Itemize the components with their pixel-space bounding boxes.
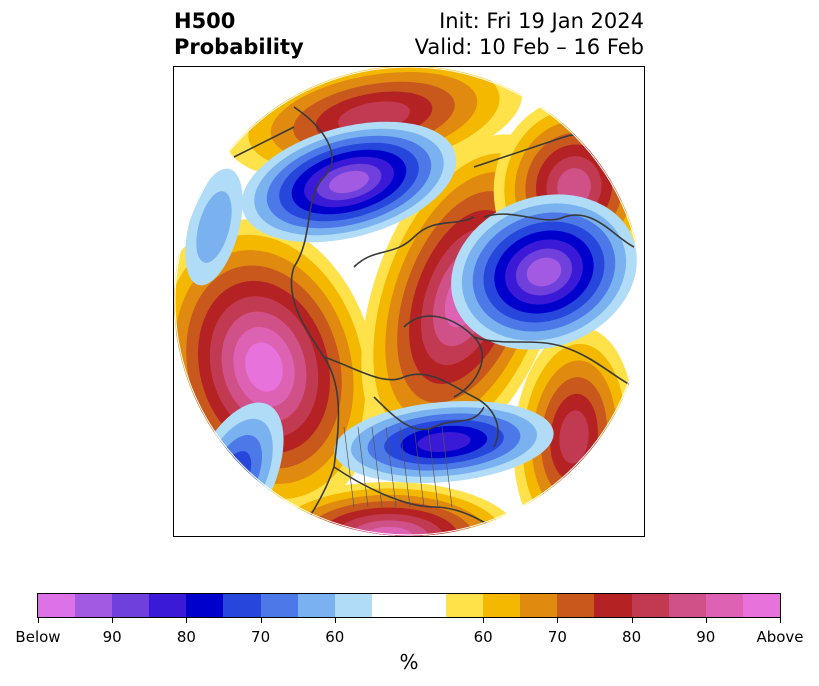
init-date: Init: Fri 19 Jan 2024 [439, 9, 644, 33]
title-product: Probability [174, 35, 304, 59]
colorbar-tick-mark [705, 618, 707, 623]
colorbar-tick-label: 90 [696, 628, 716, 646]
colorbar-tick-label: 70 [547, 628, 567, 646]
colorbar-tick-mark [557, 618, 559, 623]
colorbar-segment [631, 594, 669, 617]
coastline [373, 396, 485, 431]
map-canvas [174, 67, 644, 536]
colorbar-tick-mark [260, 618, 262, 623]
colorbar-segment [668, 594, 706, 617]
colorbar-tick-mark [112, 618, 114, 623]
probability-contour [526, 257, 562, 287]
title-variable: H500 [174, 9, 236, 33]
colorbar-tick-label: Below [15, 628, 61, 646]
coastline [483, 213, 635, 248]
border-line [413, 426, 425, 508]
probability-contour [364, 526, 414, 536]
colorbar-tick-label: 90 [102, 628, 122, 646]
colorbar-tick-mark [186, 618, 188, 623]
colorbar-segment [520, 594, 558, 617]
coastline [473, 336, 635, 388]
colorbar-segment [223, 594, 261, 617]
probability-contour [196, 191, 232, 263]
border-line [343, 426, 355, 508]
colorbar-segment [149, 594, 187, 617]
border-line [399, 426, 411, 508]
colorbar-segment [371, 594, 409, 617]
colorbar-tick-label: 80 [622, 628, 642, 646]
colorbar-segment [260, 594, 298, 617]
colorbar-segment [557, 594, 595, 617]
colorbar-tick-mark [334, 618, 336, 623]
colorbar-tick-label: 60 [325, 628, 345, 646]
colorbar-tick-label: 60 [473, 628, 493, 646]
colorbar-segment [483, 594, 521, 617]
probability-map [173, 66, 645, 537]
border-line [371, 426, 383, 508]
colorbar-segment [112, 594, 150, 617]
colorbar-segment [408, 594, 447, 617]
probability-contour [349, 520, 429, 536]
probability-contour [559, 410, 589, 464]
colorbar-tick-mark [38, 618, 39, 623]
colorbar-segment [186, 594, 224, 617]
colorbar-segment [297, 594, 335, 617]
probability-field [174, 67, 644, 536]
colorbar-segment [38, 594, 76, 617]
colorbar-units: % [399, 650, 419, 674]
coastline [233, 126, 295, 158]
colorbar-tick-mark [631, 618, 633, 623]
colorbar-segment [705, 594, 743, 617]
probability-contour [245, 342, 283, 392]
border-line [385, 426, 397, 508]
colorbar-tick-mark [483, 618, 485, 623]
colorbar-tick-label: 70 [251, 628, 271, 646]
coastline [290, 106, 340, 536]
coastline [323, 356, 499, 448]
colorbar-segment [446, 594, 484, 617]
title-left: H500 Probability [174, 8, 304, 60]
colorbar [37, 593, 781, 618]
coastline [353, 216, 475, 268]
valid-range: Valid: 10 Feb – 16 Feb [414, 35, 644, 59]
colorbar-segment [334, 594, 372, 617]
border-line [441, 426, 453, 508]
colorbar-segment [75, 594, 113, 617]
colorbar-tick-mark [780, 618, 781, 623]
map-boundary [174, 67, 644, 536]
colorbar-tick-label: 80 [176, 628, 196, 646]
colorbar-tick-label: Above [756, 628, 804, 646]
colorbar-segment [742, 594, 780, 617]
probability-contour [329, 170, 369, 194]
colorbar-segment [594, 594, 632, 617]
title-right: Init: Fri 19 Jan 2024 Valid: 10 Feb – 16… [415, 8, 644, 60]
border-line [427, 426, 439, 508]
border-line [357, 426, 369, 508]
